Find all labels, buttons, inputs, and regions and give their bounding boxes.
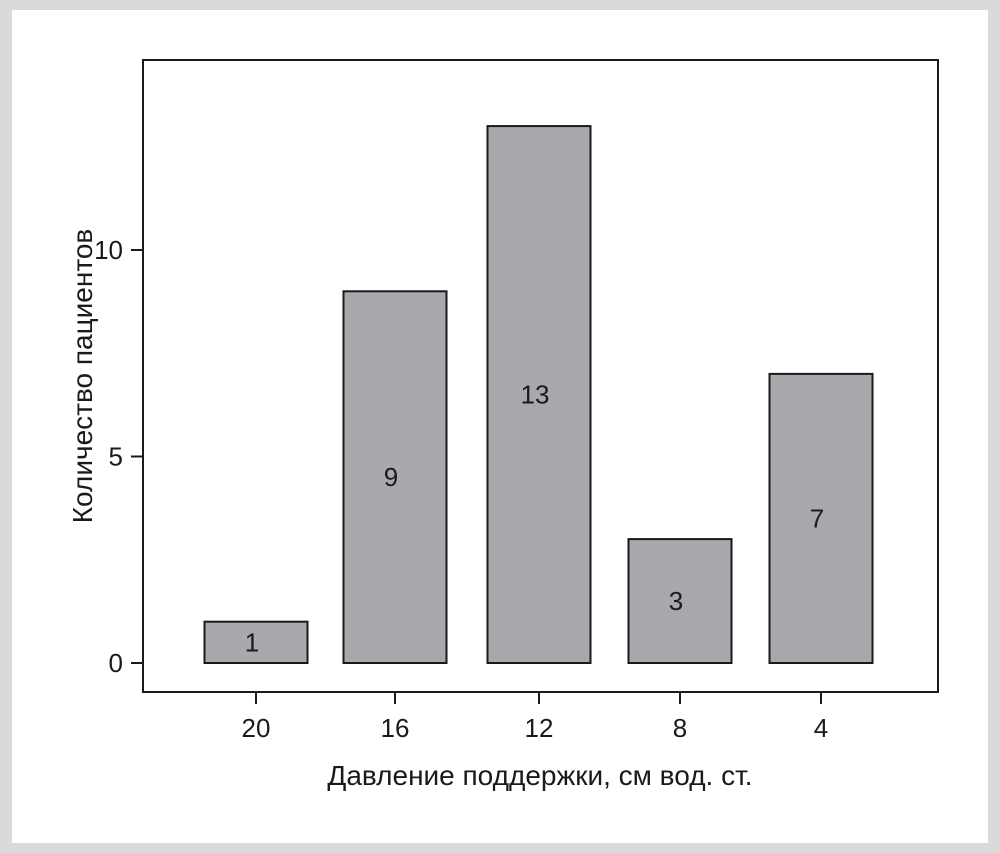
ticks-group: 20 16 12 8 4 0 5 10	[94, 235, 828, 743]
bar-20	[203, 620, 309, 664]
y-tick-label-0: 0	[109, 648, 123, 678]
bar-value-label-4: 7	[810, 503, 824, 533]
bar-value-label-16: 9	[384, 462, 398, 492]
bar-value-label-20: 1	[245, 627, 259, 657]
x-tick-label-12: 12	[525, 713, 554, 743]
bar-value-label-8: 3	[669, 586, 683, 616]
x-tick-label-8: 8	[673, 713, 687, 743]
x-tick-label-16: 16	[381, 713, 410, 743]
x-axis-title: Давление поддержки, см вод. ст.	[327, 760, 752, 791]
bar-8	[627, 538, 733, 664]
bar-value-label-12: 13	[521, 380, 550, 410]
y-tick-label-5: 5	[109, 441, 123, 471]
x-tick-label-20: 20	[242, 713, 271, 743]
bar-4	[768, 372, 874, 664]
bar-16	[342, 290, 448, 664]
y-tick-label-10: 10	[94, 235, 123, 265]
plot-frame	[142, 59, 939, 693]
y-axis-title: Количество пациентов	[67, 229, 98, 524]
bars-group: 1 9 13 3 7	[203, 125, 874, 664]
bar-12	[486, 125, 592, 664]
x-tick-label-4: 4	[814, 713, 828, 743]
